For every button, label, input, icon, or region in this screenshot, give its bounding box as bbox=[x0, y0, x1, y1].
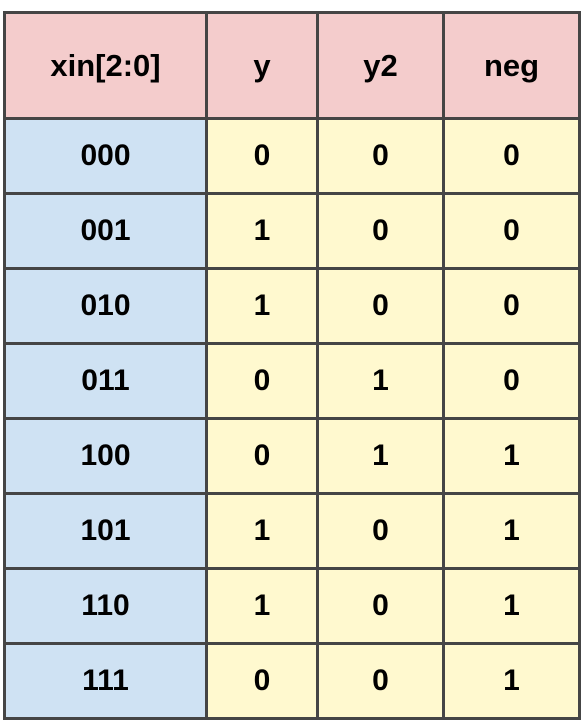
table-row: 110 1 0 1 bbox=[3, 567, 581, 645]
header-y2: y2 bbox=[316, 11, 445, 120]
header-neg: neg bbox=[442, 11, 581, 120]
cell-xin: 011 bbox=[3, 342, 208, 420]
cell-y2: 1 bbox=[316, 342, 445, 420]
cell-neg: 0 bbox=[442, 192, 581, 270]
cell-y: 0 bbox=[205, 117, 319, 195]
cell-neg: 0 bbox=[442, 117, 581, 195]
header-row: xin[2:0] y y2 neg bbox=[3, 11, 581, 120]
cell-neg: 1 bbox=[442, 492, 581, 570]
cell-xin: 101 bbox=[3, 492, 208, 570]
cell-xin: 111 bbox=[3, 642, 208, 720]
cell-xin: 000 bbox=[3, 117, 208, 195]
cell-y2: 0 bbox=[316, 642, 445, 720]
cell-neg: 1 bbox=[442, 642, 581, 720]
cell-y: 1 bbox=[205, 192, 319, 270]
table-row: 010 1 0 0 bbox=[3, 267, 581, 345]
cell-y: 0 bbox=[205, 342, 319, 420]
cell-y2: 0 bbox=[316, 117, 445, 195]
cell-xin: 100 bbox=[3, 417, 208, 495]
cell-neg: 0 bbox=[442, 267, 581, 345]
cell-y: 1 bbox=[205, 267, 319, 345]
cell-y: 1 bbox=[205, 492, 319, 570]
table-row: 100 0 1 1 bbox=[3, 417, 581, 495]
cell-y2: 0 bbox=[316, 567, 445, 645]
table-row: 101 1 0 1 bbox=[3, 492, 581, 570]
cell-xin: 110 bbox=[3, 567, 208, 645]
table-row: 011 0 1 0 bbox=[3, 342, 581, 420]
cell-y: 0 bbox=[205, 642, 319, 720]
table-body: 000 0 0 0 001 1 0 0 010 1 0 0 011 0 1 0 … bbox=[3, 117, 581, 720]
cell-xin: 001 bbox=[3, 192, 208, 270]
cell-xin: 010 bbox=[3, 267, 208, 345]
header-y: y bbox=[205, 11, 319, 120]
table-row: 111 0 0 1 bbox=[3, 642, 581, 720]
cell-neg: 1 bbox=[442, 567, 581, 645]
cell-y: 0 bbox=[205, 417, 319, 495]
header-xin: xin[2:0] bbox=[3, 11, 208, 120]
table-row: 000 0 0 0 bbox=[3, 117, 581, 195]
cell-y2: 0 bbox=[316, 267, 445, 345]
truth-table: xin[2:0] y y2 neg 000 0 0 0 001 1 0 0 01… bbox=[3, 11, 581, 720]
cell-neg: 1 bbox=[442, 417, 581, 495]
cell-neg: 0 bbox=[442, 342, 581, 420]
cell-y2: 0 bbox=[316, 492, 445, 570]
cell-y2: 0 bbox=[316, 192, 445, 270]
cell-y: 1 bbox=[205, 567, 319, 645]
cell-y2: 1 bbox=[316, 417, 445, 495]
table-row: 001 1 0 0 bbox=[3, 192, 581, 270]
table-header: xin[2:0] y y2 neg bbox=[3, 11, 581, 120]
